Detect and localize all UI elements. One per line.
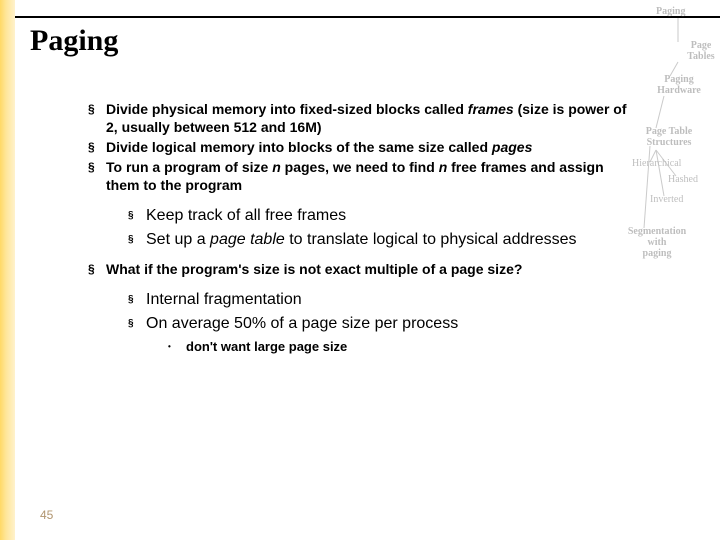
bullet-item: §Internal fragmentation [128,290,628,310]
bullet-text: Keep track of all free frames [146,206,346,226]
bullet-marker-icon: § [88,260,106,278]
nav-tree-label: Page TableStructures [634,126,704,148]
bullet-item: §What if the program's size is not exact… [88,260,628,278]
bullet-item: •don't want large page size [168,338,628,356]
nav-tree-label: Hashed [668,174,698,185]
bullet-marker-icon: § [88,138,106,156]
bullet-item: §Divide logical memory into blocks of th… [88,138,628,156]
bullet-text: What if the program's size is not exact … [106,260,522,278]
bullet-marker-icon: § [128,230,146,250]
bullet-text: Divide logical memory into blocks of the… [106,138,532,156]
left-accent-bar [0,0,15,540]
bullet-item: §On average 50% of a page size per proce… [128,314,628,334]
bullet-marker-icon: § [128,206,146,226]
nav-tree-label: Paging [656,6,685,17]
bullet-text: To run a program of size n pages, we nee… [106,158,628,194]
bullet-item: §Keep track of all free frames [128,206,628,226]
bullet-item: §To run a program of size n pages, we ne… [88,158,628,194]
nav-tree-label: Hierarchical [632,158,681,169]
bullet-text: don't want large page size [186,338,347,356]
bullet-marker-icon: § [88,158,106,194]
nav-tree-label: Segmentation withpaging [622,226,692,259]
bullet-item: §Divide physical memory into fixed-sized… [88,100,628,136]
nav-tree-label: PageTables [666,40,720,62]
bullet-marker-icon: § [88,100,106,136]
bullet-marker-icon: § [128,290,146,310]
bullet-item: §Set up a page table to translate logica… [128,230,628,250]
bullet-text: Set up a page table to translate logical… [146,230,577,250]
bullet-text: On average 50% of a page size per proces… [146,314,458,334]
bullet-marker-icon: • [168,338,186,356]
nav-tree-label: Inverted [650,194,683,205]
bullet-content: §Divide physical memory into fixed-sized… [88,100,628,356]
bullet-text: Internal fragmentation [146,290,302,310]
nav-tree-label: PagingHardware [644,74,714,96]
slide-number: 45 [40,508,53,522]
slide-title: Paging [30,24,118,58]
bullet-text: Divide physical memory into fixed-sized … [106,100,628,136]
bullet-marker-icon: § [128,314,146,334]
